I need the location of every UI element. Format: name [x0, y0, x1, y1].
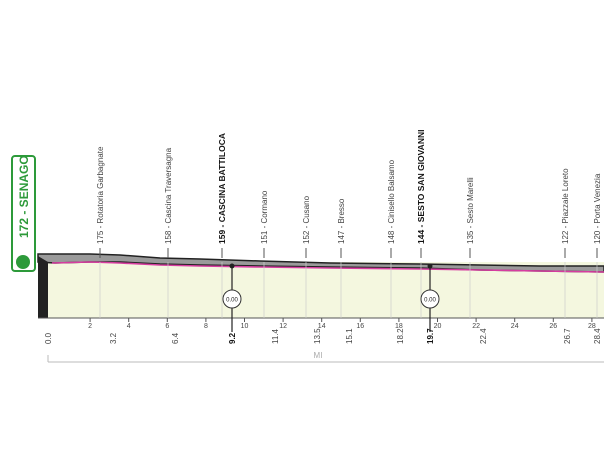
km-label: 10 [241, 323, 249, 330]
waypoint-label: 147 - Bresso [337, 198, 346, 244]
km-label: 26 [549, 323, 557, 330]
km-label: 14 [318, 323, 326, 330]
axis-label: MI [314, 351, 323, 360]
distance-label: 28.4 [593, 328, 602, 344]
sprint-badge [420, 289, 440, 309]
distance-label: 13.5 [313, 328, 322, 344]
sprint-label: 0.00 [226, 298, 238, 304]
waypoint-label: 135 - Sesto Marelli [466, 177, 475, 244]
waypoint-label: 122 - Piazzale Loreto [561, 168, 570, 244]
sprint-badge [222, 289, 242, 309]
sprint-dot [229, 263, 235, 269]
profile-line [51, 261, 604, 273]
km-label: 20 [434, 323, 442, 330]
km-label: 28 [588, 323, 596, 330]
sprint-label: 0.00 [424, 298, 436, 304]
start-label: 172 - SENAGO [17, 155, 31, 238]
km-label: 8 [204, 323, 208, 330]
distance-label: 3.2 [109, 332, 118, 344]
waypoint-label: 159 - CASCINA BATTILOCA [217, 133, 227, 244]
distance-label: 18.2 [396, 328, 405, 344]
start-badge [11, 155, 36, 272]
km-label: 22 [472, 323, 480, 330]
start-icon [16, 255, 30, 269]
km-label: 2 [88, 323, 92, 330]
waypoint-label: 120 - Porta Venezia [593, 173, 602, 244]
distance-label: 19.7 [426, 328, 435, 344]
waypoint-label: 152 - Cusano [302, 195, 311, 244]
start-wall [38, 256, 48, 318]
distance-label: 0.0 [44, 332, 53, 344]
waypoint-label: 144 - SESTO SAN GIOVANNI [416, 130, 426, 244]
distance-label: 6.4 [171, 332, 180, 344]
distance-label: 11.4 [271, 328, 280, 344]
waypoint-label: 175 - Rotatoria Garbagnate [96, 146, 105, 244]
distance-label: 15.1 [345, 328, 354, 344]
km-label: 4 [127, 323, 131, 330]
profile-area [38, 262, 604, 318]
km-label: 12 [279, 323, 287, 330]
distance-label: 26.7 [563, 328, 572, 344]
waypoint-label: 148 - Cinisello Balsamo [387, 159, 396, 244]
waypoint-label: 151 - Cormano [260, 190, 269, 244]
sprint-dot [427, 263, 433, 269]
km-label: 24 [511, 323, 519, 330]
km-label: 6 [165, 323, 169, 330]
distance-label: 22.4 [479, 328, 488, 344]
distance-label: 9.2 [228, 332, 237, 344]
km-label: 18 [395, 323, 403, 330]
km-label: 16 [356, 323, 364, 330]
waypoint-label: 158 - Cascina Traversagna [164, 147, 173, 244]
